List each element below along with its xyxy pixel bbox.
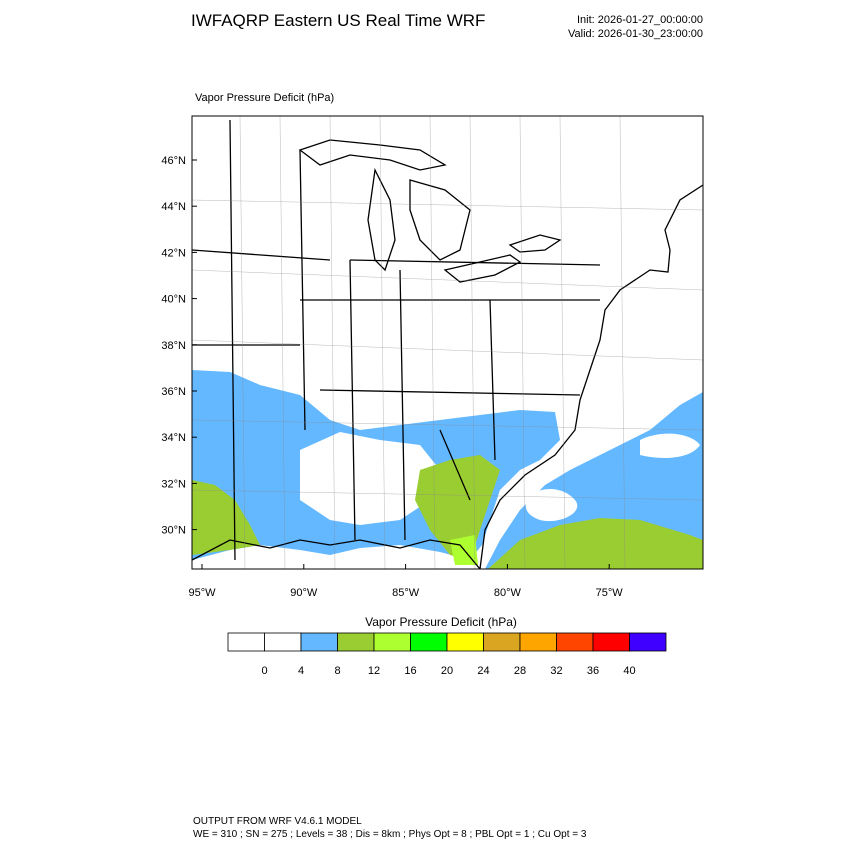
colorbar-label: 12 xyxy=(368,665,380,677)
colorbar-title: Vapor Pressure Deficit (hPa) xyxy=(365,615,517,629)
colorbar-box xyxy=(592,632,630,652)
lat-label: 32°N xyxy=(161,478,186,490)
vpd-region xyxy=(415,455,500,560)
valid-time: Valid: 2026-01-30_23:00:00 xyxy=(568,28,703,40)
lat-label: 34°N xyxy=(161,432,186,444)
colorbar-box xyxy=(264,632,302,652)
colorbar-label: 28 xyxy=(514,665,526,677)
lat-labels: 46°N 44°N 42°N 40°N 38°N 36°N 34°N 32°N 30°N xyxy=(161,155,197,537)
vpd-region xyxy=(488,518,703,569)
lat-label: 36°N xyxy=(161,386,186,398)
lat-label: 30°N xyxy=(161,525,186,537)
colorbar-box xyxy=(300,632,338,652)
footer-line: OUTPUT FROM WRF V4.6.1 MODEL xyxy=(193,816,362,827)
colorbar-label: 24 xyxy=(477,665,489,677)
colorbar-box xyxy=(337,632,375,652)
colorbar-label: 0 xyxy=(261,665,267,677)
colorbar-label: 16 xyxy=(404,665,416,677)
colorbar-box xyxy=(483,632,521,652)
lon-label: 95°W xyxy=(188,587,216,599)
colorbar-label: 36 xyxy=(587,665,599,677)
colorbar: 0 4 8 12 16 20 24 28 32 36 40 xyxy=(227,632,667,677)
map-subtitle: Vapor Pressure Deficit (hPa) xyxy=(195,92,334,104)
colorbar-label: 20 xyxy=(441,665,453,677)
lat-label: 40°N xyxy=(161,294,186,306)
colorbar-box xyxy=(373,632,411,652)
lon-label: 75°W xyxy=(596,587,624,599)
lon-label: 90°W xyxy=(290,587,318,599)
colorbar-box xyxy=(556,632,594,652)
colorbar-box xyxy=(410,632,448,652)
init-time: Init: 2026-01-27_00:00:00 xyxy=(577,14,703,26)
lon-labels: 95°W 90°W 85°W 80°W 75°W xyxy=(188,564,623,599)
colorbar-label: 40 xyxy=(623,665,635,677)
colorbar-label: 32 xyxy=(550,665,562,677)
colorbar-label: 8 xyxy=(334,665,340,677)
map: 46°N 44°N 42°N 40°N 38°N 36°N 34°N 32°N 30°N 95°… xyxy=(161,115,704,599)
colorbar-box xyxy=(227,632,265,652)
colorbar-box xyxy=(446,632,484,652)
colorbar-label: 4 xyxy=(298,665,304,677)
title: IWFAQRP Eastern US Real Time WRF xyxy=(191,11,485,30)
lon-label: 80°W xyxy=(494,587,522,599)
lat-label: 38°N xyxy=(161,340,186,352)
colorbar-box xyxy=(519,632,557,652)
lat-label: 42°N xyxy=(161,247,186,259)
lon-label: 85°W xyxy=(392,587,420,599)
lat-label: 46°N xyxy=(161,155,186,167)
lat-label: 44°N xyxy=(161,201,186,213)
colorbar-box xyxy=(629,632,667,652)
vpd-region xyxy=(192,480,260,555)
footer-line: WE = 310 ; SN = 275 ; Levels = 38 ; Dis … xyxy=(193,829,587,840)
